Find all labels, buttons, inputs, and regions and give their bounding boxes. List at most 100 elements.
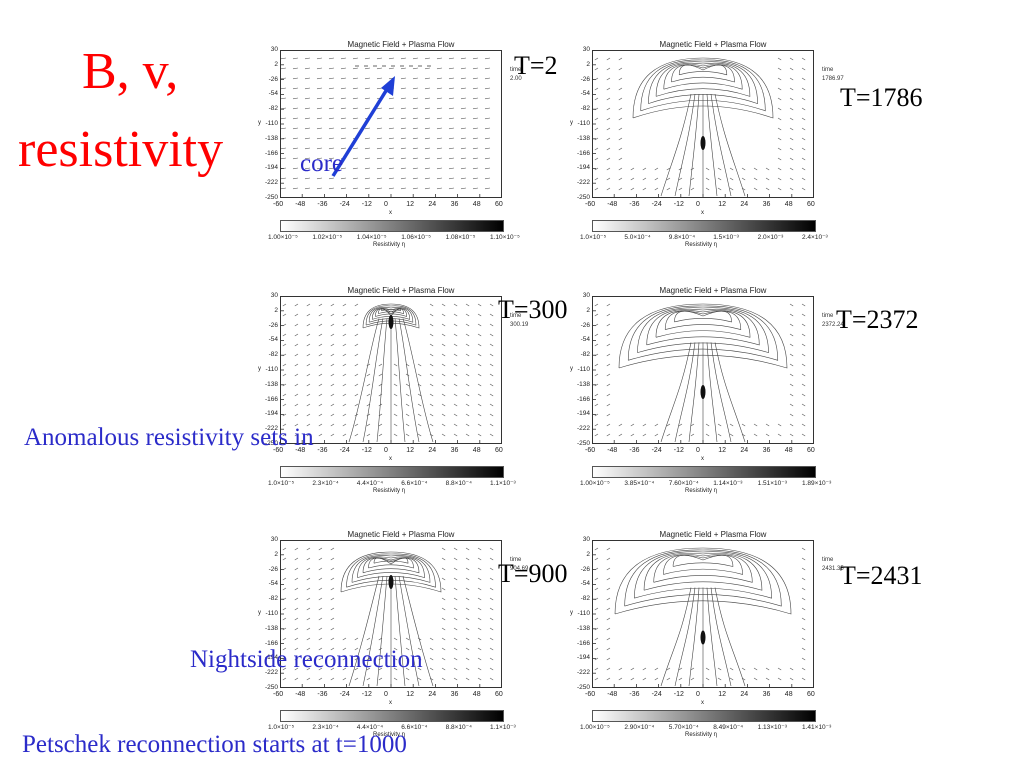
x-tick-label: -24 <box>651 201 662 208</box>
x-axis-name: x <box>701 700 704 706</box>
x-tick-label: -48 <box>607 447 618 454</box>
x-tick-label: 0 <box>696 691 700 698</box>
y-tick-label: 2 <box>274 550 278 558</box>
x-tick-label: -12 <box>673 447 684 454</box>
x-tick-label: -24 <box>339 447 350 454</box>
x-tick-label: -12 <box>361 447 372 454</box>
vector-field-plot <box>280 296 502 444</box>
time-caption: time 2.00 <box>510 67 522 82</box>
resistivity-colorbar <box>280 710 504 722</box>
y-tick-label: 30 <box>582 292 590 299</box>
x-tick-label: -36 <box>317 201 328 208</box>
y-tick-label: -138 <box>264 134 278 142</box>
y-tick-label: -26 <box>580 565 590 573</box>
colorbar-tick-label: 1.0×10⁻⁵ <box>268 480 295 487</box>
colorbar-tick-label: 2.90×10⁻⁴ <box>624 724 655 731</box>
y-tick-label: -54 <box>580 90 590 98</box>
y-tick-label: -194 <box>264 410 278 418</box>
y-axis-name: y <box>258 366 261 372</box>
x-tick-label: 60 <box>807 447 815 454</box>
colorbar-tick-label: 4.4×10⁻⁴ <box>356 480 384 487</box>
y-tick-label: 2 <box>586 550 590 558</box>
colorbar-tick-label: 2.4×10⁻³ <box>802 234 828 241</box>
time-caption: time 2372.24 <box>822 313 844 328</box>
colorbar-label: Resistivity η <box>373 732 406 738</box>
y-tick-label: -194 <box>264 164 278 172</box>
x-tick-label: 36 <box>450 447 459 454</box>
y-tick-label: -222 <box>264 179 278 187</box>
y-tick-label: 2 <box>274 306 278 314</box>
time-caption: time 300.19 <box>510 313 529 328</box>
colorbar-label: Resistivity η <box>685 732 718 738</box>
resistivity-colorbar <box>280 466 504 478</box>
y-tick-label: -54 <box>580 336 590 344</box>
x-tick-label: 48 <box>472 201 481 208</box>
x-axis-name: x <box>389 456 392 462</box>
colorbar-tick-label: 1.10×10⁻⁵ <box>490 234 520 241</box>
colorbar-tick-label: 7.60×10⁻⁴ <box>668 480 699 487</box>
time-value: 300.19 <box>510 322 529 328</box>
vector-field-plot <box>592 296 814 444</box>
y-tick-label: 30 <box>270 46 278 53</box>
x-tick-label: 48 <box>784 201 793 208</box>
y-tick-label: -110 <box>265 366 278 373</box>
colorbar-tick-label: 4.4×10⁻⁴ <box>356 724 384 731</box>
y-tick-label: -222 <box>576 425 590 433</box>
y-tick-label: -26 <box>268 75 278 83</box>
colorbar-tick-label: 5.0×10⁻⁴ <box>624 234 651 241</box>
colorbar-label: Resistivity η <box>373 488 406 494</box>
vector-field-plot <box>280 50 502 198</box>
x-axis-name: x <box>389 210 392 216</box>
y-tick-label: -250 <box>264 684 278 691</box>
y-tick-label: 2 <box>586 60 590 68</box>
y-tick-label: 2 <box>274 60 278 68</box>
y-tick-label: 30 <box>270 536 278 543</box>
y-tick-label: 2 <box>586 306 590 314</box>
y-tick-label: -110 <box>577 610 590 617</box>
y-tick-label: -166 <box>264 639 278 647</box>
x-axis-name: x <box>701 210 704 216</box>
colorbar-tick-label: 8.8×10⁻⁴ <box>445 724 472 731</box>
colorbar-tick-label: 1.41×10⁻³ <box>802 724 832 731</box>
time-label-t1786: T=1786 <box>840 83 923 112</box>
x-tick-label: -48 <box>607 691 618 698</box>
y-tick-label: -194 <box>576 654 590 662</box>
time-value: 1786.97 <box>822 76 844 82</box>
y-tick-label: -54 <box>268 90 278 98</box>
time-label-t2372: T=2372 <box>836 305 919 334</box>
x-tick-label: -48 <box>607 201 618 208</box>
x-tick-label: 48 <box>472 447 481 454</box>
x-tick-label: -60 <box>273 691 284 698</box>
colorbar-label: Resistivity η <box>373 242 406 248</box>
time-value: 904.69 <box>510 566 529 572</box>
x-tick-label: -24 <box>339 201 350 208</box>
resistivity-colorbar <box>592 710 816 722</box>
x-tick-label: 48 <box>784 691 793 698</box>
y-tick-label: -222 <box>264 425 278 433</box>
x-tick-label: 12 <box>406 691 414 698</box>
colorbar-label: Resistivity η <box>685 242 718 248</box>
colorbar-tick-label: 1.5×10⁻³ <box>713 234 739 241</box>
x-tick-label: -48 <box>295 447 306 454</box>
x-tick-label: -24 <box>339 691 350 698</box>
y-tick-label: -250 <box>576 194 590 201</box>
x-tick-label: -48 <box>295 201 306 208</box>
colorbar-tick-label: 1.0×10⁻⁵ <box>268 724 295 731</box>
y-tick-label: -26 <box>268 321 278 329</box>
panel-title: Magnetic Field + Plasma Flow <box>659 40 767 49</box>
y-axis-name: y <box>570 610 573 616</box>
y-tick-label: 30 <box>582 536 590 543</box>
petschek-reconnection-annotation: Petschek reconnection starts at t=1000 <box>22 731 407 758</box>
x-tick-label: -60 <box>585 447 596 454</box>
x-tick-label: 0 <box>384 691 388 698</box>
y-tick-label: -194 <box>576 164 590 172</box>
time-caption: time 2431.35 <box>822 557 844 572</box>
x-tick-label: 36 <box>450 691 459 698</box>
x-tick-label: -48 <box>295 691 306 698</box>
x-tick-label: 60 <box>495 691 503 698</box>
x-tick-label: 12 <box>406 447 414 454</box>
colorbar-tick-label: 1.08×10⁻⁵ <box>445 234 476 241</box>
y-tick-label: -110 <box>577 120 590 127</box>
slide-title-line2: resistivity <box>18 121 224 178</box>
colorbar-tick-label: 1.1×10⁻³ <box>490 724 516 731</box>
